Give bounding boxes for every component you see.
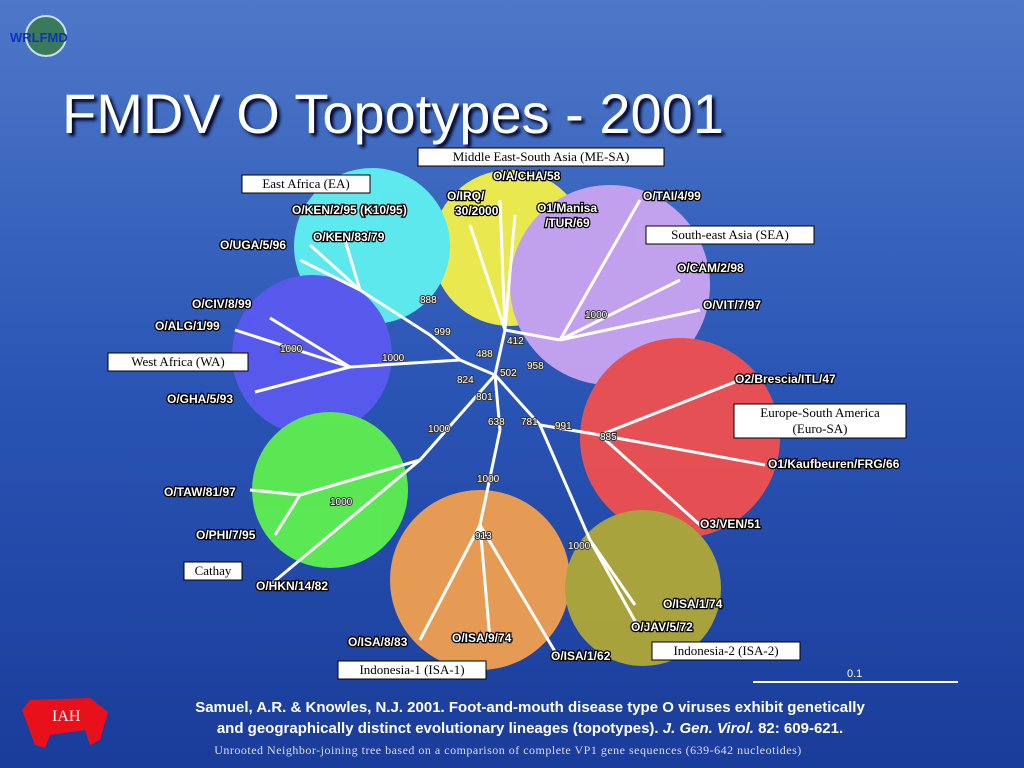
isolate-label: O/VIT/7/97 (703, 298, 761, 312)
isolate-label: O/IRQ/ (447, 189, 485, 203)
topotype-label: East Africa (EA) (262, 176, 349, 191)
bootstrap-value: 1000 (382, 353, 405, 364)
isolate-label: O/JAV/5/72 (631, 620, 693, 634)
topotype-box (417, 147, 665, 167)
footnote: Unrooted Neighbor-joining tree based on … (214, 743, 802, 757)
bootstrap-value: 1000 (428, 424, 451, 435)
pages: 82: 609-621. (758, 720, 843, 737)
bootstrap-value: 958 (527, 361, 544, 372)
isolate-label: /TUR/69 (545, 216, 590, 230)
isolate-label: O/KEN/2/95 (K10/95) (292, 203, 407, 217)
topotype-label: Europe-South America (760, 405, 880, 420)
tree (234, 199, 766, 661)
bubbles (232, 168, 780, 670)
bootstrap-value: 1000 (585, 310, 608, 321)
bootstrap-value: 885 (600, 432, 617, 443)
isolate-label: O/ISA/1/74 (663, 597, 723, 611)
bootstrap-value: 781 (521, 417, 538, 428)
iah-logo: IAH (22, 698, 108, 748)
topotype-label: Indonesia-2 (ISA-2) (673, 643, 778, 658)
bootstrap-value: 1000 (330, 497, 353, 508)
topotype-label: South-east Asia (SEA) (671, 227, 789, 242)
topotype-label: (Euro-SA) (793, 421, 848, 436)
institute: IAH (52, 708, 81, 725)
slide-title: FMDV O Topotypes - 2001 (62, 82, 724, 145)
logo: WRLFMD (10, 15, 68, 57)
topotype-box (733, 403, 907, 439)
bootstrap-value: 502 (500, 368, 517, 379)
isolate-label: O/KEN/83/79 (313, 230, 385, 244)
isolate-label: O/PHI/7/95 (196, 528, 256, 542)
topotype-label: Indonesia-1 (ISA-1) (359, 662, 464, 677)
topotype-label: Cathay (195, 563, 232, 578)
isolate-label: O/ISA/9/74 (452, 631, 512, 645)
citation-text: and geographically distinct evolutionary… (217, 720, 659, 737)
citation-line: and geographically distinct evolutionary… (217, 720, 843, 737)
logo-text: WRLFMD (10, 30, 68, 45)
bootstrap-value: 888 (420, 295, 437, 306)
isolate-label: O1/Manisa (537, 201, 597, 215)
bootstrap-value: 1000 (280, 344, 303, 355)
isolate-label: O2/Brescia/ITL/47 (735, 372, 836, 386)
topotype-box (107, 352, 249, 372)
bootstrap-value: 1000 (477, 474, 500, 485)
bootstrap-value: 1000 (568, 541, 591, 552)
bootstrap-value: 991 (555, 421, 572, 432)
isolate-label: O1/Kaufbeuren/FRG/66 (768, 457, 900, 471)
bootstrap-value: 801 (476, 392, 493, 403)
isolate-label: O/TAW/81/97 (164, 485, 236, 499)
isolate-label: O/CAM/2/98 (677, 261, 744, 275)
topotype-box (183, 561, 243, 581)
isolate-label: 30/2000 (455, 204, 499, 218)
topotype-label: West Africa (WA) (131, 354, 225, 369)
isolate-label: O/ISA/1/62 (551, 649, 611, 663)
bootstrap-value: 824 (457, 375, 474, 386)
isolate-label: O3/VEN/51 (700, 517, 761, 531)
bootstrap-value: 999 (434, 327, 451, 338)
isolate-label: O/A/CHA/58 (493, 169, 561, 183)
bootstrap-value: 638 (488, 417, 505, 428)
isolate-label: O/ALG/1/99 (155, 319, 220, 333)
isolate-label: O/TAI/4/99 (643, 189, 701, 203)
journal: J. Gen. Virol. (663, 720, 754, 737)
topotype-box (651, 641, 801, 661)
scale-label: 0.1 (847, 668, 862, 680)
bootstrap-value: 488 (476, 349, 493, 360)
isolate-label: O/CIV/8/99 (192, 297, 252, 311)
topotype-box (337, 660, 487, 680)
isolate-label: O/UGA/5/96 (220, 238, 286, 252)
isolate-label: O/HKN/14/82 (256, 579, 328, 593)
topotype-box (241, 174, 371, 194)
isolate-label: O/GHA/5/93 (167, 392, 233, 406)
isolate-label: O/ISA/8/83 (348, 635, 408, 649)
citation-line: Samuel, A.R. & Knowles, N.J. 2001. Foot-… (195, 699, 865, 716)
bootstrap-value: 412 (507, 336, 524, 347)
topotype-box (645, 225, 815, 245)
topotype-label: Middle East-South Asia (ME-SA) (453, 149, 630, 164)
bootstrap-value: 913 (475, 531, 492, 542)
